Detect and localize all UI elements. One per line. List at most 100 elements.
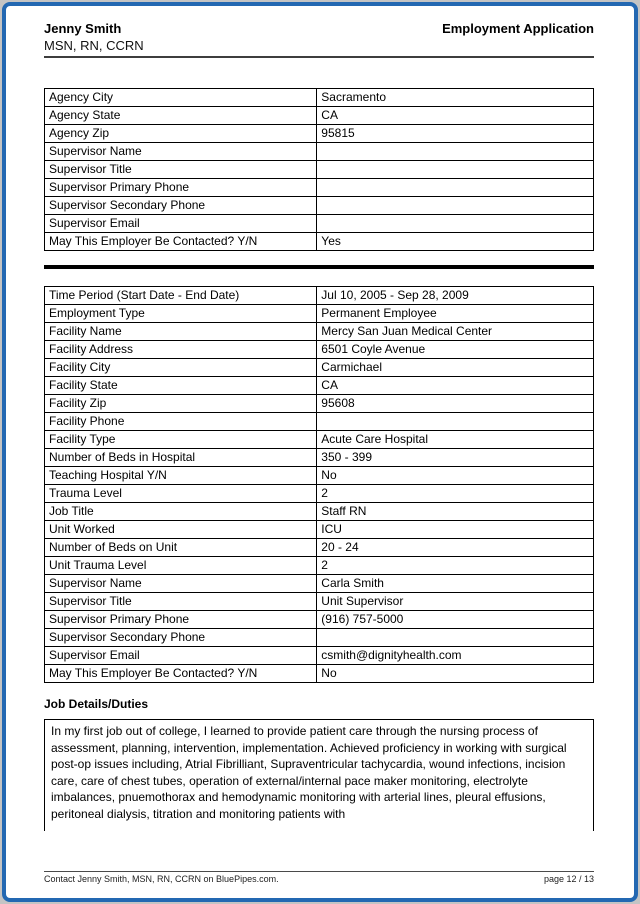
field-label: Teaching Hospital Y/N [43,466,318,485]
table-row: Number of Beds on Unit 20 - 24 [43,538,594,557]
field-label: Supervisor Name [43,142,318,161]
header-divider [44,56,594,58]
field-label: Number of Beds on Unit [43,538,318,557]
field-label: Trauma Level [43,484,318,503]
table-row: Number of Beds in Hospital 350 - 399 [43,448,594,467]
table-row: Facility State CA [43,376,594,395]
field-label: Supervisor Primary Phone [43,178,318,197]
table-row: Supervisor Title Unit Supervisor [43,592,594,611]
field-value: Mercy San Juan Medical Center [316,322,594,341]
table-row: Supervisor Email [43,214,594,233]
field-value: 2 [316,556,594,575]
field-label: May This Employer Be Contacted? Y/N [43,232,318,251]
field-value [316,196,594,215]
field-label: Employment Type [43,304,318,323]
field-label: May This Employer Be Contacted? Y/N [43,664,318,683]
field-value [316,412,594,431]
field-value: 350 - 399 [316,448,594,467]
field-value [316,178,594,197]
field-label: Number of Beds in Hospital [43,448,318,467]
table-row: Facility Address 6501 Coyle Avenue [43,340,594,359]
field-value: Yes [316,232,594,251]
field-value: CA [316,376,594,395]
field-label: Time Period (Start Date - End Date) [43,286,318,305]
table-row: Job Title Staff RN [43,502,594,521]
footer-contact-text: Contact Jenny Smith, MSN, RN, CCRN on Bl… [44,874,279,884]
field-value: No [316,466,594,485]
table-row: Supervisor Primary Phone [43,178,594,197]
table-row: Agency Zip 95815 [43,124,594,143]
field-value: 95815 [316,124,594,143]
field-label: Unit Worked [43,520,318,539]
field-value [316,628,594,647]
field-label: Supervisor Title [43,160,318,179]
field-label: Supervisor Name [43,574,318,593]
field-label: Facility City [43,358,318,377]
table-row: Supervisor Title [43,160,594,179]
table-row: Teaching Hospital Y/N No [43,466,594,485]
field-value: (916) 757-5000 [316,610,594,629]
field-label: Facility State [43,376,318,395]
field-value: Staff RN [316,502,594,521]
field-label: Facility Address [43,340,318,359]
field-label: Agency State [43,106,318,125]
field-value: csmith@dignityhealth.com [316,646,594,665]
applicant-credentials: MSN, RN, CCRN [44,38,144,53]
table-row: Supervisor Name Carla Smith [43,574,594,593]
field-value: ICU [316,520,594,539]
field-value: Sacramento [316,88,594,107]
field-value [316,142,594,161]
table-row: Supervisor Secondary Phone [43,628,594,647]
table-row: Supervisor Primary Phone (916) 757-5000 [43,610,594,629]
table-row: Facility Zip 95608 [43,394,594,413]
field-value: 20 - 24 [316,538,594,557]
field-label: Supervisor Secondary Phone [43,196,318,215]
field-label: Agency Zip [43,124,318,143]
employment-record-table: Time Period (Start Date - End Date) Jul 1… [43,286,594,683]
page-header: Jenny Smith MSN, RN, CCRN Employment App… [44,20,594,54]
field-label: Supervisor Title [43,592,318,611]
job-details-heading: Job Details/Duties [44,697,149,711]
table-row: Supervisor Email csmith@dignityhealth.com [43,646,594,665]
table-row: Agency State CA [43,106,594,125]
table-row: May This Employer Be Contacted? Y/N Yes [43,232,594,251]
table-row: Facility City Carmichael [43,358,594,377]
footer-divider [44,871,594,872]
agency-table-body: Agency City Sacramento Agency State CA Agenc… [43,88,594,251]
field-label: Supervisor Secondary Phone [43,628,318,647]
field-label: Unit Trauma Level [43,556,318,575]
field-label: Facility Zip [43,394,318,413]
agency-info-table: Agency City Sacramento Agency State CA Agenc… [43,88,594,251]
field-value: Carla Smith [316,574,594,593]
section-divider [44,265,594,269]
field-value: Acute Care Hospital [316,430,594,449]
field-value: 2 [316,484,594,503]
field-label: Supervisor Email [43,646,318,665]
field-value: No [316,664,594,683]
field-value: Carmichael [316,358,594,377]
field-label: Supervisor Primary Phone [43,610,318,629]
table-row: Time Period (Start Date - End Date) Jul 1… [43,286,594,305]
field-label: Facility Name [43,322,318,341]
field-value: 95608 [316,394,594,413]
field-value: 6501 Coyle Avenue [316,340,594,359]
field-value: Unit Supervisor [316,592,594,611]
table-row: Unit Worked ICU [43,520,594,539]
field-label: Facility Phone [43,412,318,431]
page-footer: Contact Jenny Smith, MSN, RN, CCRN on Bl… [44,871,594,884]
field-value: Permanent Employee [316,304,594,323]
applicant-name: Jenny Smith [44,21,122,36]
table-row: Employment Type Permanent Employee [43,304,594,323]
field-label: Facility Type [43,430,318,449]
employment-table-body: Time Period (Start Date - End Date) Jul 1… [43,286,594,683]
table-row: Facility Type Acute Care Hospital [43,430,594,449]
applicant-identity: Jenny Smith MSN, RN, CCRN [44,20,144,54]
field-label: Supervisor Email [43,214,318,233]
table-row: Supervisor Name [43,142,594,161]
field-value [316,160,594,179]
field-label: Agency City [43,88,318,107]
table-row: Facility Phone [43,412,594,431]
table-row: Unit Trauma Level 2 [43,556,594,575]
field-value [316,214,594,233]
